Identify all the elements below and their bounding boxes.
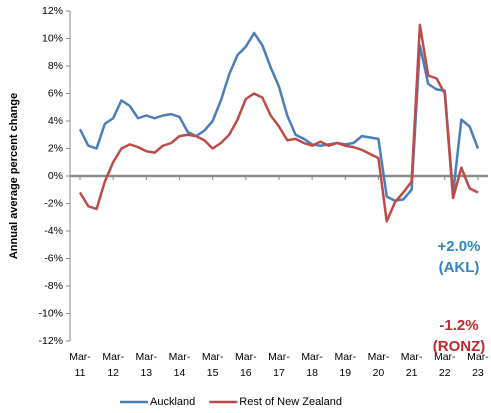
x-tick-label: Mar-21 [401, 351, 423, 379]
annotation: (AKL) [439, 259, 480, 276]
y-tick-label: 10% [42, 32, 63, 44]
y-tick-label: -4% [44, 225, 63, 237]
annotation: +2.0% [438, 238, 481, 255]
y-tick-label: -12% [38, 335, 63, 347]
x-tick-label: Mar-20 [368, 351, 390, 379]
y-tick-label: -6% [44, 252, 63, 264]
line-series [78, 23, 479, 223]
annotation: -1.2% [439, 317, 478, 334]
y-tick-label: -8% [44, 280, 63, 292]
x-tick-label: Mar-17 [268, 351, 290, 379]
x-tick-label: Mar-15 [202, 351, 224, 379]
legend-label: Auckland [150, 396, 195, 408]
x-tick-label: Mar-12 [102, 351, 124, 379]
y-tick-label: 12% [42, 5, 63, 17]
x-tick-label: Mar-14 [169, 351, 191, 379]
y-tick-label: 8% [48, 60, 63, 72]
x-tick-label: Mar-22 [434, 351, 456, 379]
line-series [78, 31, 480, 202]
annotation: (RONZ) [433, 338, 486, 355]
y-tick-label: -2% [44, 197, 63, 209]
y-tick-label: 0% [48, 170, 63, 182]
x-tick-label: Mar-13 [136, 351, 158, 379]
legend-label: Rest of New Zealand [239, 396, 342, 408]
y-tick-label: -10% [38, 307, 63, 319]
y-axis-label: Annual average percent change [8, 93, 20, 259]
y-tick-label: 6% [48, 87, 63, 99]
x-tick-label: Mar-23 [467, 351, 489, 379]
x-tick-label: Mar-19 [334, 351, 356, 379]
x-tick-label: Mar-16 [235, 351, 257, 379]
x-tick-label: Mar-18 [301, 351, 323, 379]
x-tick-label: Mar-11 [69, 351, 91, 379]
y-tick-label: 2% [48, 142, 63, 154]
y-tick-label: 4% [48, 115, 63, 127]
